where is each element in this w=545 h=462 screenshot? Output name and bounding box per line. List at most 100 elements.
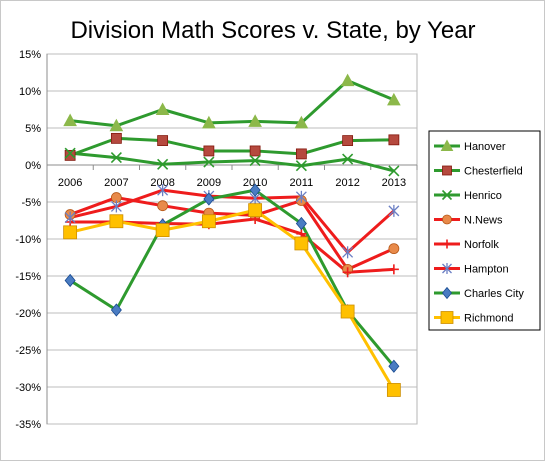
legend-entry-hampton: Hampton: [434, 263, 509, 276]
legend-entry-chesterfield: Chesterfield: [434, 166, 523, 178]
data-point-chesterfield: [157, 135, 169, 146]
data-point-hampton: [388, 204, 400, 217]
legend-entry-n-news: N.News: [434, 215, 503, 227]
y-tick-label: 15%: [19, 49, 41, 61]
legend-label: Charles City: [464, 288, 524, 300]
data-point-chesterfield: [110, 132, 122, 144]
data-point-henrico: [64, 147, 76, 159]
x-axis-tick-labels: 2006 2007 2008 2009 2010 2011 2012 2013: [58, 177, 406, 189]
data-point-richmond: [386, 383, 401, 397]
x-tick-label: 2011: [290, 177, 314, 189]
y-tick-label: -10%: [15, 234, 41, 246]
legend-marker: [441, 189, 453, 201]
data-point-charles-city: [249, 183, 261, 197]
y-tick-label: 0%: [25, 160, 41, 172]
data-point-hampton: [342, 246, 354, 259]
legend: Hanover Chesterfield Henrico N.News Norfolk H…: [428, 130, 541, 331]
legend-marker: [440, 311, 454, 324]
marker-stroke: [441, 189, 453, 201]
chart-title: Division Math Scores v. State, by Year: [70, 17, 475, 44]
data-point-hanover: [294, 115, 309, 129]
data-point-chesterfield: [203, 145, 215, 157]
data-point-hanover: [248, 114, 262, 127]
data-point-charles-city: [203, 192, 215, 206]
legend-entry-norfolk: Norfolk: [434, 239, 499, 251]
data-point-chesterfield: [64, 149, 76, 161]
legend-label: Richmond: [464, 313, 514, 325]
data-point-hanover: [340, 73, 355, 87]
series-markers: [63, 73, 401, 397]
data-point-n-news: [388, 243, 400, 255]
y-tick-label: 10%: [19, 86, 41, 98]
x-tick-label: 2007: [104, 177, 128, 189]
y-tick-label: -5%: [21, 197, 41, 209]
data-point-norfolk: [342, 267, 353, 278]
legend-marker: [442, 214, 452, 225]
legend-marker: [441, 286, 453, 300]
marker-stroke: [157, 158, 169, 170]
series-line-hanover: [69, 79, 395, 128]
data-point-charles-city: [110, 303, 122, 317]
data-point-henrico: [157, 158, 169, 170]
y-tick-label: -25%: [15, 345, 41, 357]
data-point-richmond: [109, 214, 124, 229]
x-tick-label: 2008: [150, 177, 174, 189]
series-line-charles-city: [69, 188, 396, 368]
x-tick-label: 2012: [335, 177, 359, 189]
x-tick-label: 2010: [243, 177, 267, 189]
marker-stroke: [295, 160, 307, 172]
x-tick-label: 2009: [197, 177, 221, 189]
y-tick-label: -30%: [15, 382, 41, 394]
data-point-n-news: [157, 200, 169, 212]
data-point-richmond: [340, 304, 355, 319]
legend-entry-henrico: Henrico: [434, 189, 502, 202]
data-point-chesterfield: [295, 148, 307, 160]
y-tick-label: 5%: [25, 123, 41, 135]
data-point-henrico: [110, 152, 122, 164]
legend-label: Hanover: [464, 141, 506, 153]
y-tick-label: -20%: [15, 308, 41, 320]
data-point-hampton: [157, 184, 169, 197]
legend-label: Chesterfield: [464, 166, 523, 178]
data-point-henrico: [203, 156, 215, 168]
y-axis-tick-labels: 15% 10% 5% 0% -5% -10% -15% -20% -25% -30% -35%: [15, 49, 41, 431]
legend-label: Henrico: [464, 190, 502, 202]
data-point-hampton: [64, 211, 76, 224]
data-point-charles-city: [64, 273, 76, 288]
gridlines: [46, 53, 418, 425]
data-point-hanover: [109, 118, 124, 132]
x-tick-label: 2006: [58, 177, 82, 189]
legend-marker: [442, 263, 452, 274]
marker-stroke: [249, 154, 261, 167]
legend-label: Norfolk: [464, 239, 499, 251]
series-line-richmond: [69, 208, 396, 391]
series-lines: [69, 79, 396, 391]
data-point-charles-city: [295, 216, 307, 231]
data-point-henrico: [342, 153, 354, 165]
legend-box: [428, 130, 541, 331]
data-point-hanover: [155, 102, 170, 115]
series-line-hampton: [69, 188, 395, 254]
data-point-henrico: [388, 165, 400, 177]
legend-marker: [442, 165, 452, 176]
data-point-chesterfield: [249, 145, 261, 157]
data-point-hampton: [110, 200, 122, 213]
data-point-richmond: [201, 214, 216, 229]
legend-label: Hampton: [464, 264, 509, 276]
y-tick-label: -35%: [15, 419, 41, 431]
marker-stroke: [342, 153, 354, 165]
legend-marker: [440, 139, 454, 151]
legend-label: N.News: [464, 215, 503, 227]
data-point-henrico: [295, 160, 307, 172]
data-point-hanover: [63, 113, 77, 127]
marker-stroke: [110, 152, 122, 164]
series-line-chesterfield: [69, 136, 394, 157]
data-point-richmond: [248, 203, 263, 218]
data-point-hampton: [295, 190, 307, 203]
x-tick-label: 2013: [382, 177, 406, 189]
series-line-henrico: [69, 151, 395, 173]
legend-entry-hanover: Hanover: [434, 139, 506, 153]
data-point-richmond: [155, 223, 170, 238]
